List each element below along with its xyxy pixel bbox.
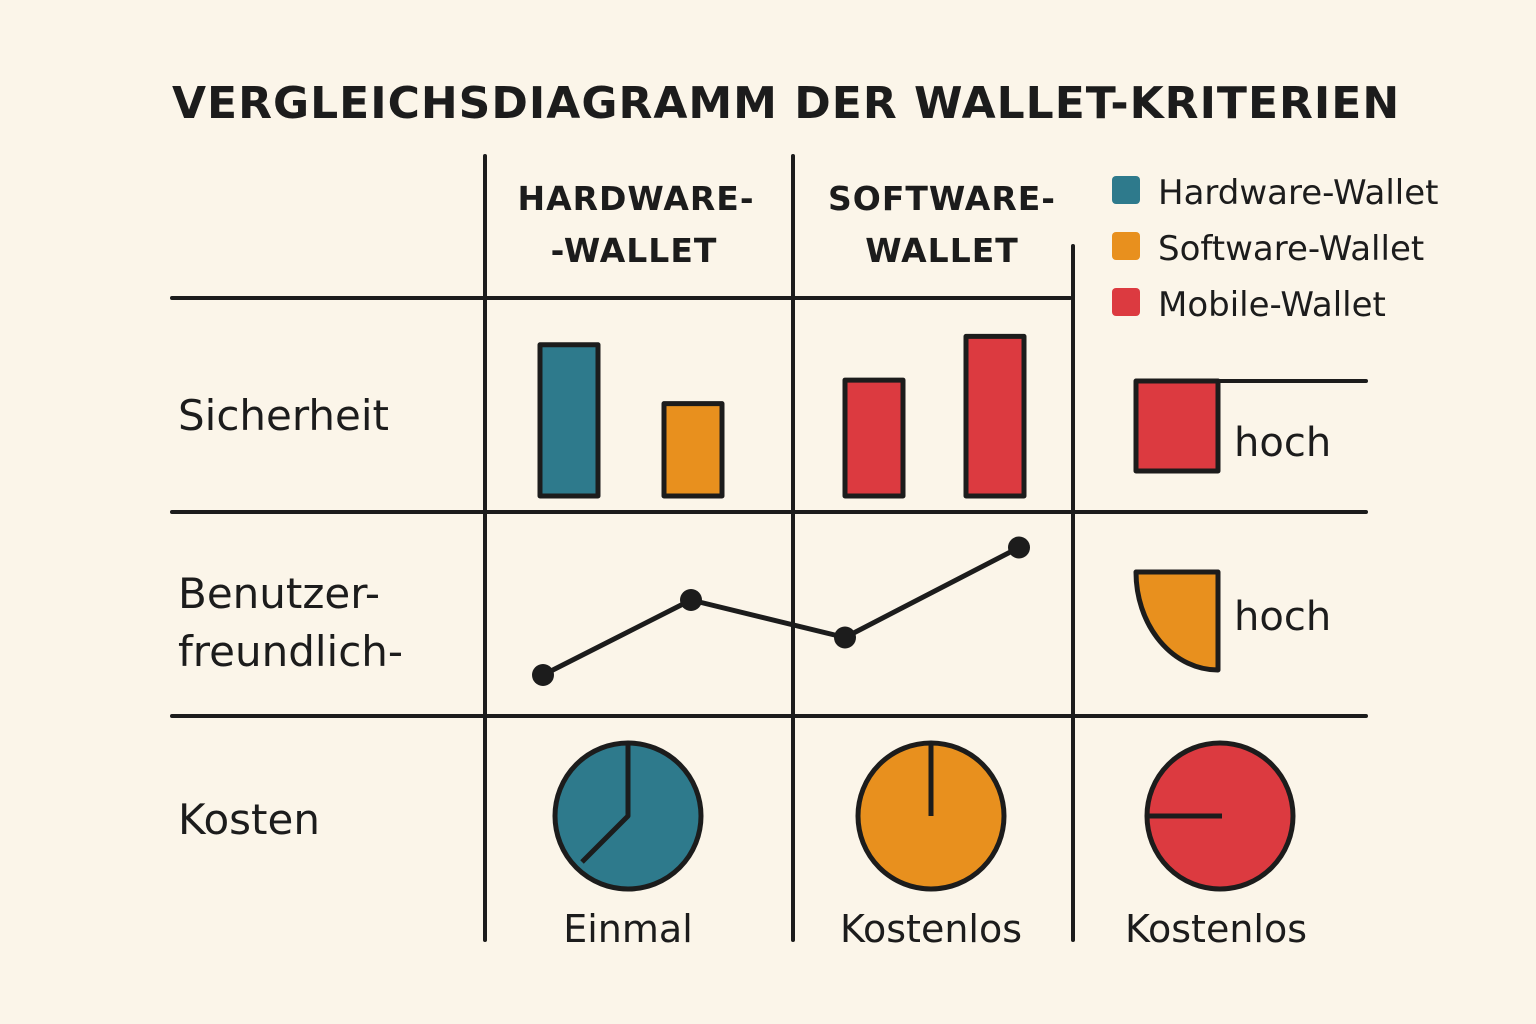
legend-label-mobile: Mobile-Wallet	[1158, 285, 1386, 325]
mobile-usability-quarter	[1133, 569, 1221, 673]
mobile-security-square	[1133, 378, 1221, 474]
security-bars	[537, 333, 1027, 499]
usability-line-series	[532, 536, 1030, 686]
usability-point-4	[1008, 536, 1030, 559]
usability-point-1	[532, 664, 554, 686]
usability-line	[541, 545, 1021, 678]
legend-swatch-mobile	[1112, 288, 1140, 316]
legend-label-software: Software-Wallet	[1158, 229, 1424, 269]
cost-label-mobile: Kostenlos	[1125, 907, 1307, 951]
col-header-software-line1: SOFTWARE-	[828, 179, 1056, 218]
col-header-hardware-line2: -WALLET	[551, 231, 718, 270]
mobile-security-indicator: hoch	[1133, 378, 1368, 474]
legend: Hardware-Wallet Software-Wallet Mobile-W…	[1112, 173, 1438, 325]
col-header-software-line2: WALLET	[865, 231, 1019, 270]
table-grid	[170, 154, 1368, 942]
security-note-hoch: hoch	[1234, 420, 1331, 466]
row-label-usability-line2: freundlich-	[178, 627, 403, 676]
usability-note-hoch: hoch	[1234, 594, 1331, 640]
legend-swatch-hardware	[1112, 176, 1140, 204]
chart-title: VERGLEICHSDIAGRAMM DER WALLET-KRITERIEN	[172, 78, 1400, 129]
usability-point-3	[834, 626, 856, 649]
row-label-cost: Kosten	[178, 795, 320, 844]
security-bar-1	[537, 342, 601, 499]
security-bar-3	[842, 377, 906, 499]
security-bar-2	[661, 401, 725, 499]
legend-swatch-software	[1112, 232, 1140, 260]
security-bar-4	[963, 333, 1027, 499]
row-label-security: Sicherheit	[178, 391, 389, 440]
mobile-usability-indicator: hoch	[1133, 569, 1331, 673]
row-label-usability-line1: Benutzer-	[178, 569, 380, 618]
cost-label-software: Kostenlos	[840, 907, 1022, 951]
cost-pies	[552, 740, 1296, 892]
legend-label-hardware: Hardware-Wallet	[1158, 173, 1438, 213]
col-header-hardware-line1: HARDWARE-	[517, 179, 754, 218]
cost-pie-hardware-divider	[580, 743, 631, 864]
cost-label-hardware: Einmal	[563, 907, 693, 951]
usability-point-2	[680, 589, 702, 611]
